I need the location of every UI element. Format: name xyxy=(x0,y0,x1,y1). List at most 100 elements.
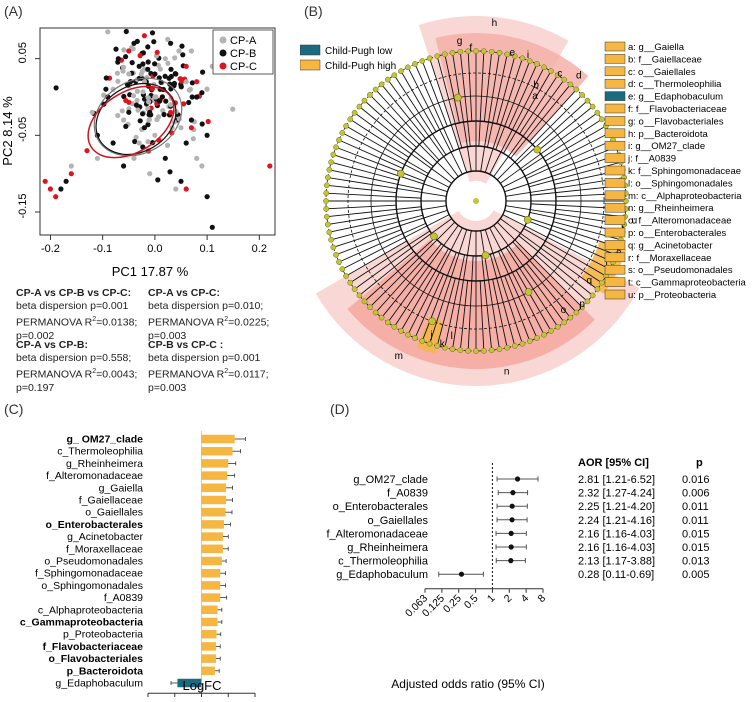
tree-branch xyxy=(505,246,559,328)
tree-branch xyxy=(542,244,603,284)
scatter-point xyxy=(137,53,143,59)
tree-node xyxy=(504,344,511,351)
scatter-point xyxy=(157,98,163,104)
tree-node xyxy=(405,331,411,338)
tree-node xyxy=(589,292,596,299)
aor-value: 2.25 [1.21-4.20] xyxy=(578,501,655,513)
scatter-point xyxy=(179,43,185,49)
scatter-point xyxy=(103,75,109,81)
tree-node xyxy=(343,273,349,279)
superscript: 2 xyxy=(92,368,97,375)
tree-branch xyxy=(479,280,485,351)
key-swatch xyxy=(604,153,626,163)
tree-node xyxy=(351,286,358,293)
x-tick-label: 0.2 xyxy=(252,243,267,255)
tree-node xyxy=(378,314,385,321)
tree-branch xyxy=(436,55,463,148)
scatter-point xyxy=(135,107,141,113)
tree-node xyxy=(473,348,479,354)
tree-branch xyxy=(489,227,545,335)
clade-letter-p: p xyxy=(579,299,585,310)
header-aor: AOR [95% CI] xyxy=(578,457,649,469)
tree-node xyxy=(398,68,404,74)
scatter-point-cp-a xyxy=(183,79,189,85)
tree-node xyxy=(481,251,490,259)
scatter-point xyxy=(145,44,151,50)
tree-branch xyxy=(333,154,448,193)
scatter-point-cp-a xyxy=(136,140,142,146)
stat-title: CP-B vs CP-C : xyxy=(148,339,224,351)
tree-node xyxy=(339,266,346,272)
tree-branch xyxy=(338,222,426,263)
tree-branch xyxy=(502,214,610,270)
legend-swatch-high xyxy=(299,59,321,71)
scatter-point xyxy=(123,54,129,60)
tree-node xyxy=(573,86,580,93)
scatter-point-cp-b xyxy=(188,117,194,123)
tree-node xyxy=(372,86,379,93)
tree-branch xyxy=(354,112,452,184)
tree-branch xyxy=(483,51,493,122)
stat-line: PERMANOVA R xyxy=(148,368,225,381)
scatter-point xyxy=(134,97,140,104)
tree-branch xyxy=(508,63,538,129)
tree-branches xyxy=(323,48,629,354)
key-swatch xyxy=(604,178,626,188)
scatter-point xyxy=(121,93,127,100)
category-label: f_Gaiellaceae xyxy=(79,495,143,507)
tree-branch xyxy=(484,229,523,344)
tree-branch xyxy=(364,100,417,148)
tree-branch xyxy=(444,254,466,348)
x-axis-label-a: PC1 17.87 % xyxy=(112,264,189,279)
ellipse-cp-b xyxy=(95,82,177,156)
scatter-point-cp-b xyxy=(115,56,121,62)
tree-node xyxy=(419,58,426,64)
tree-node xyxy=(328,159,334,166)
key-label: u: p__Proteobacteria xyxy=(628,290,717,301)
x-tick-label: 1 xyxy=(485,592,498,605)
scatter-point-cp-c xyxy=(68,171,74,177)
tree-node xyxy=(465,48,471,55)
tree-node xyxy=(481,347,487,354)
scatter-point-cp-c xyxy=(194,79,200,85)
clade-letter-l: l xyxy=(451,331,453,342)
tree-branch xyxy=(327,177,447,197)
scatter-point-cp-b xyxy=(136,63,142,69)
scatter-point xyxy=(181,101,187,107)
tree-node xyxy=(579,304,585,310)
y-tick-label: -0.05 xyxy=(17,117,29,142)
scatter-point-cp-a xyxy=(121,117,127,123)
scatter-point xyxy=(160,108,166,114)
tree-branch xyxy=(495,60,531,150)
tree-node xyxy=(324,221,331,228)
tree-node xyxy=(405,64,411,71)
key-label: n: g__Rheinheimera xyxy=(628,203,714,214)
tree-node xyxy=(481,48,487,55)
legend-label-cp-c: CP-C xyxy=(230,61,257,73)
clade-letter-i: i xyxy=(527,50,529,61)
tree-branch xyxy=(537,106,593,152)
scatter-point-cp-a xyxy=(162,56,168,62)
x-tick-label: -0.2 xyxy=(41,243,60,255)
scatter-point-cp-a xyxy=(168,102,174,108)
key-swatch xyxy=(604,116,626,126)
scatter-point-cp-b xyxy=(178,178,184,184)
scatter-point xyxy=(134,88,140,94)
bar xyxy=(201,544,223,554)
tree-branch xyxy=(504,209,619,248)
tree-node xyxy=(526,338,533,344)
tree-branch xyxy=(330,214,423,241)
p-value: 0.015 xyxy=(682,528,710,540)
tree-branch xyxy=(525,262,571,318)
bar xyxy=(201,581,221,590)
tree-branch xyxy=(459,280,469,351)
scatter-point xyxy=(137,118,143,124)
tree-branch xyxy=(421,60,448,127)
stat-block-a-c: CP-A vs CP-C: beta dispersion p=0.010; P… xyxy=(148,287,298,343)
clade-letter-e: e xyxy=(510,48,516,59)
scatter-point-cp-c xyxy=(84,148,90,154)
panel-b: (B) hgfeiabcdjklmnopqrstu Child-Pugh low… xyxy=(299,0,754,392)
scatter-point xyxy=(146,99,152,105)
tree-node xyxy=(534,61,540,67)
